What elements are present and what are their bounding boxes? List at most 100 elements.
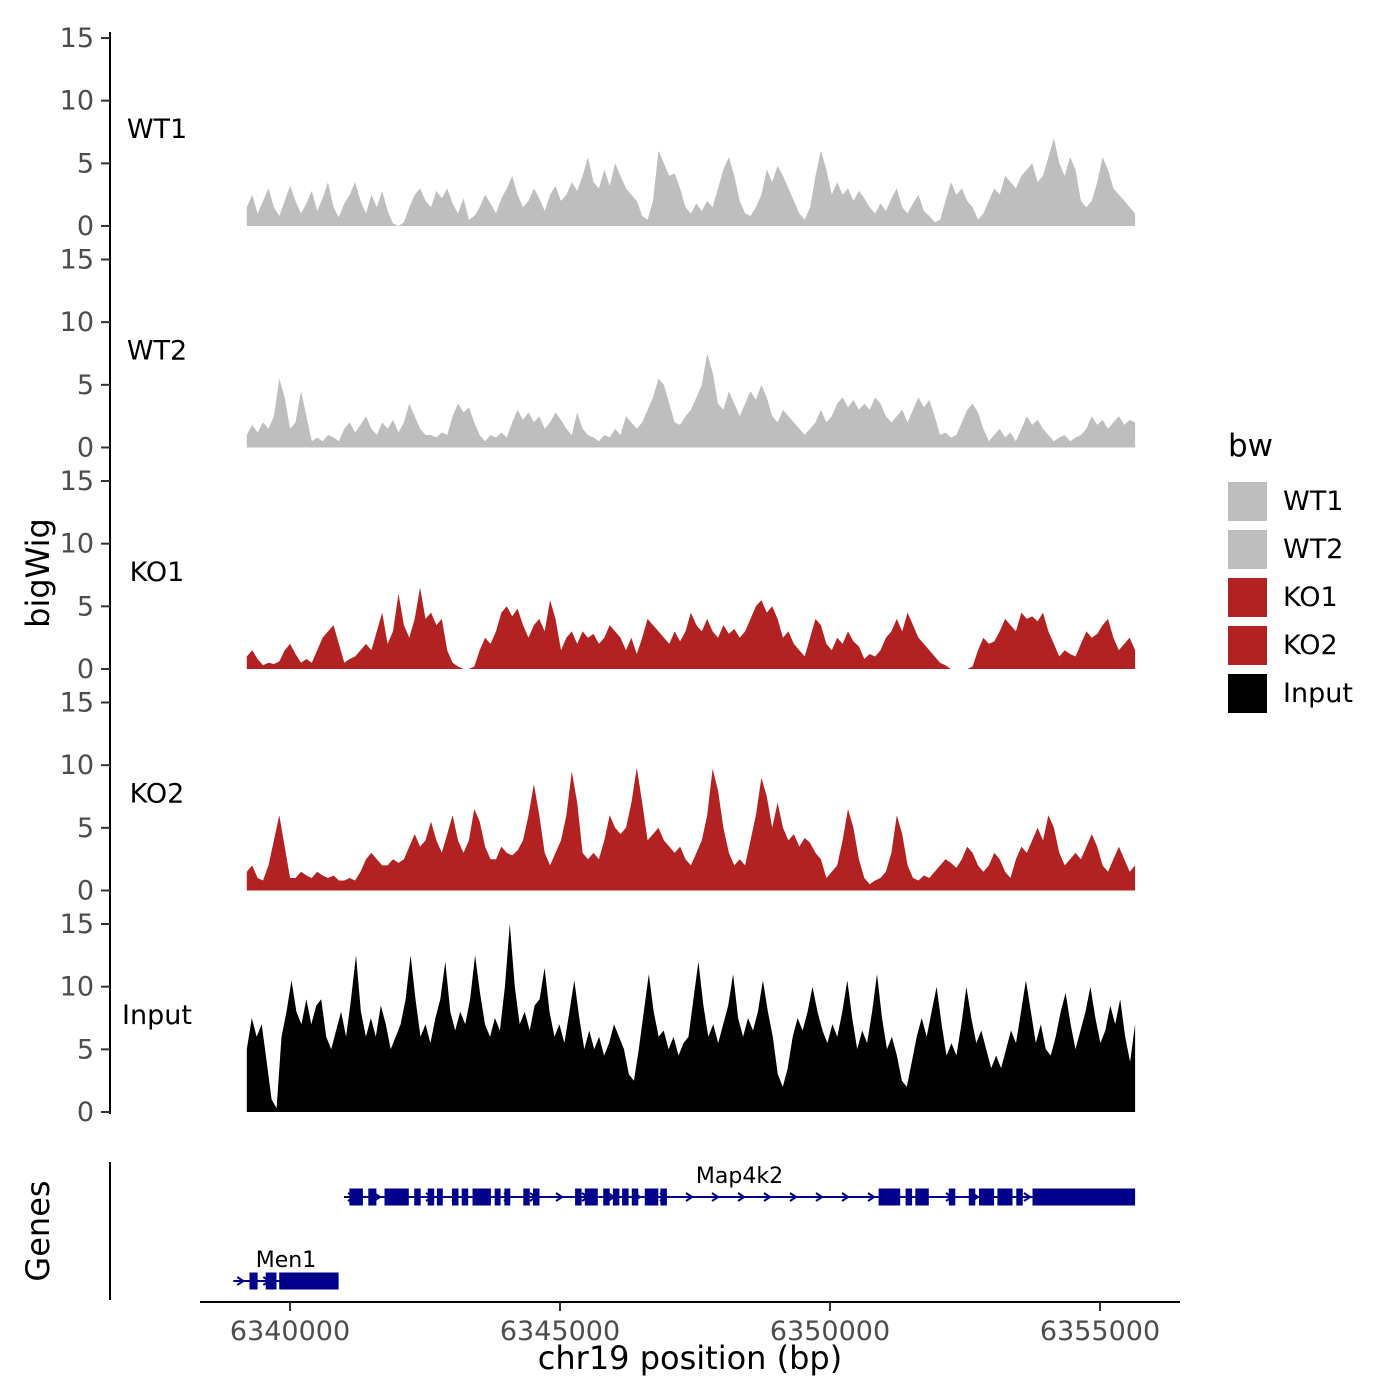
strand-arrow-icon — [236, 1276, 246, 1286]
strand-arrow-icon — [711, 1192, 720, 1202]
coverage-area-input — [246, 924, 1136, 1112]
y-tick-label: 5 — [77, 591, 94, 622]
coverage-area-ko2 — [246, 767, 1136, 891]
x-tick-label: 6355000 — [1040, 1316, 1160, 1347]
coverage-area-wt2 — [246, 353, 1136, 448]
y-tick-label: 0 — [77, 876, 94, 907]
strand-arrow-icon — [841, 1192, 850, 1202]
y-tick-label: 15 — [60, 466, 94, 497]
x-axis-title: chr19 position (bp) — [537, 1339, 843, 1377]
exon-map4k2 — [1032, 1188, 1136, 1206]
coverage-area-ko1 — [246, 587, 1136, 669]
y-tick-label: 0 — [77, 433, 94, 464]
exon-map4k2 — [968, 1188, 976, 1206]
y-tick-label: 5 — [77, 148, 94, 179]
exon-map4k2 — [979, 1188, 995, 1206]
track-label-wt2: WT2 — [127, 336, 187, 367]
legend-key-wt1: WT1 — [1228, 482, 1353, 521]
legend-label: KO2 — [1283, 630, 1338, 661]
legend-swatch-wt2 — [1228, 530, 1267, 569]
y-tick-label: 5 — [77, 370, 94, 401]
y-tick-label: 0 — [77, 211, 94, 242]
exon-map4k2 — [452, 1188, 459, 1206]
exon-map4k2 — [427, 1188, 435, 1206]
gene-label-map4k2: Map4k2 — [696, 1164, 783, 1189]
strand-arrow-icon — [737, 1192, 746, 1202]
track-label-ko1: KO1 — [130, 557, 185, 588]
y-tick-label: 0 — [77, 654, 94, 685]
y-tick-label: 5 — [77, 1034, 94, 1065]
exon-map4k2 — [612, 1188, 620, 1206]
strand-arrow-icon — [1023, 1192, 1032, 1202]
legend-swatch-input — [1228, 674, 1267, 713]
strand-arrow-icon — [815, 1192, 824, 1202]
exon-map4k2 — [915, 1188, 929, 1206]
strand-arrow-icon — [789, 1192, 798, 1202]
exon-map4k2 — [644, 1188, 659, 1206]
y-tick-label: 10 — [60, 307, 94, 338]
exon-map4k2 — [584, 1188, 598, 1206]
exon-map4k2 — [631, 1188, 639, 1206]
exon-map4k2 — [1016, 1188, 1023, 1206]
exon-map4k2 — [494, 1188, 501, 1206]
exon-map4k2 — [878, 1188, 901, 1206]
y-tick-label: 15 — [60, 688, 94, 719]
exon-map4k2 — [472, 1188, 491, 1206]
y-tick-label: 0 — [77, 1097, 94, 1128]
strand-arrow-icon — [555, 1192, 564, 1202]
exon-map4k2 — [905, 1188, 913, 1206]
strand-arrow-icon — [685, 1192, 694, 1202]
y-tick-label: 10 — [60, 529, 94, 560]
legend-key-wt2: WT2 — [1228, 530, 1353, 569]
x-tick-label: 6340000 — [230, 1316, 350, 1347]
y-tick-label: 10 — [60, 86, 94, 117]
strand-arrow-icon — [763, 1192, 772, 1202]
exon-men1 — [279, 1272, 339, 1290]
legend-label: WT2 — [1283, 534, 1344, 565]
exon-map4k2 — [533, 1188, 540, 1206]
legend-swatch-ko1 — [1228, 578, 1267, 617]
legend-swatch-wt1 — [1228, 482, 1267, 521]
exon-map4k2 — [603, 1188, 610, 1206]
y-tick-label: 15 — [60, 23, 94, 54]
y-axis-title: bigWig — [19, 518, 57, 628]
exon-men1 — [265, 1272, 277, 1290]
legend-key-ko2: KO2 — [1228, 626, 1353, 665]
gene-label-men1: Men1 — [256, 1248, 316, 1273]
exon-map4k2 — [349, 1188, 363, 1206]
y-tick-label: 5 — [77, 813, 94, 844]
exon-map4k2 — [436, 1188, 443, 1206]
y-tick-label: 15 — [60, 245, 94, 276]
exon-men1 — [249, 1272, 258, 1290]
legend-key-input: Input — [1228, 674, 1353, 713]
legend-label: Input — [1283, 678, 1353, 709]
y-tick-label: 10 — [60, 972, 94, 1003]
exon-map4k2 — [948, 1188, 956, 1206]
coverage-area-wt1 — [246, 138, 1136, 226]
genes-axis-title: Genes — [19, 1180, 57, 1282]
x-tick-label: 6345000 — [500, 1316, 620, 1347]
legend-key-ko1: KO1 — [1228, 578, 1353, 617]
exon-map4k2 — [414, 1188, 421, 1206]
track-label-wt1: WT1 — [127, 114, 187, 145]
exon-map4k2 — [504, 1188, 511, 1206]
legend-title: bw — [1228, 428, 1274, 464]
exon-map4k2 — [384, 1188, 409, 1206]
legend-label: WT1 — [1283, 486, 1344, 517]
x-tick-label: 6350000 — [770, 1316, 890, 1347]
legend-swatch-ko2 — [1228, 626, 1267, 665]
y-tick-label: 15 — [60, 909, 94, 940]
exon-map4k2 — [622, 1188, 629, 1206]
exon-map4k2 — [461, 1188, 469, 1206]
exon-map4k2 — [997, 1188, 1013, 1206]
track-label-ko2: KO2 — [130, 779, 185, 810]
track-label-input: Input — [122, 1000, 192, 1031]
exon-map4k2 — [523, 1188, 530, 1206]
exon-map4k2 — [575, 1188, 582, 1206]
exon-map4k2 — [660, 1188, 667, 1206]
legend-label: KO1 — [1283, 582, 1338, 613]
exon-map4k2 — [368, 1188, 377, 1206]
y-tick-label: 10 — [60, 750, 94, 781]
